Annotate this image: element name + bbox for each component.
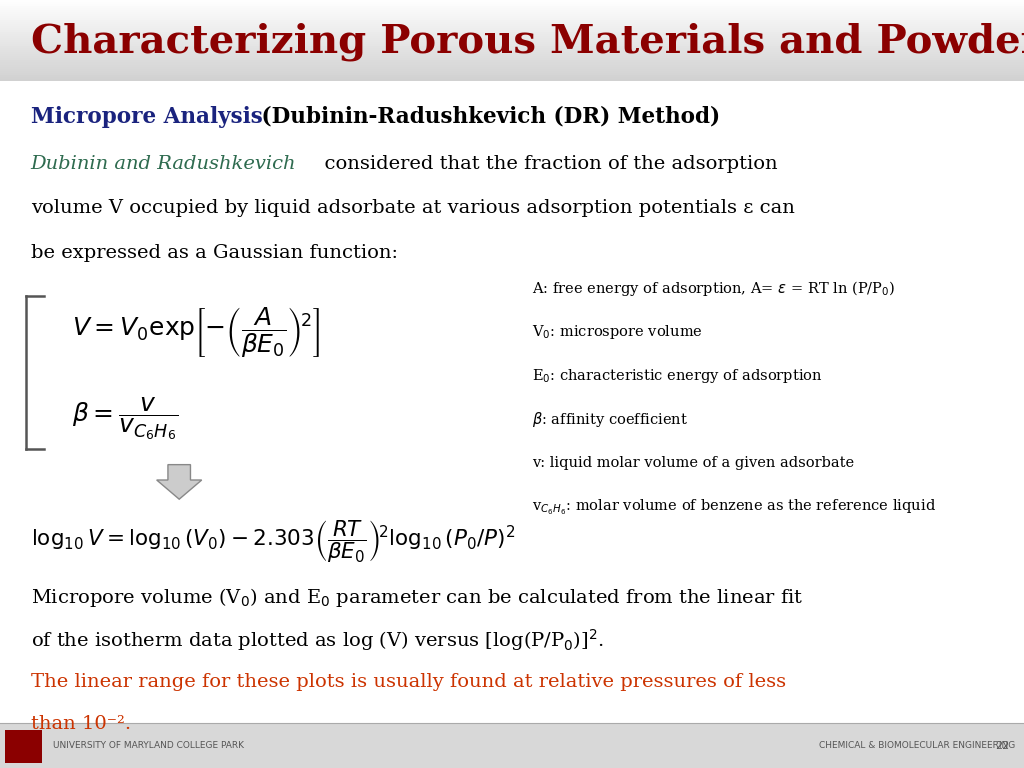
Text: $\beta$: affinity coefficient: $\beta$: affinity coefficient: [532, 410, 688, 429]
FancyArrow shape: [157, 465, 202, 499]
FancyBboxPatch shape: [0, 58, 1024, 61]
Text: V$_0$: microspore volume: V$_0$: microspore volume: [532, 323, 703, 341]
Text: v: liquid molar volume of a given adsorbate: v: liquid molar volume of a given adsorb…: [532, 456, 855, 470]
FancyBboxPatch shape: [0, 40, 1024, 42]
Text: Micropore Analysis: Micropore Analysis: [31, 106, 262, 127]
Text: Micropore volume (V$_0$) and E$_0$ parameter can be calculated from the linear f: Micropore volume (V$_0$) and E$_0$ param…: [31, 586, 803, 609]
FancyBboxPatch shape: [0, 28, 1024, 30]
FancyBboxPatch shape: [0, 29, 1024, 32]
Text: (Dubinin-Radushkevich (DR) Method): (Dubinin-Radushkevich (DR) Method): [254, 106, 720, 127]
FancyBboxPatch shape: [0, 9, 1024, 12]
FancyBboxPatch shape: [0, 64, 1024, 67]
FancyBboxPatch shape: [0, 72, 1024, 74]
FancyBboxPatch shape: [0, 0, 1024, 2]
FancyBboxPatch shape: [0, 12, 1024, 14]
Text: E$_0$: characteristic energy of adsorption: E$_0$: characteristic energy of adsorpti…: [532, 366, 823, 385]
FancyBboxPatch shape: [0, 44, 1024, 46]
Text: UNIVERSITY OF MARYLAND COLLEGE PARK: UNIVERSITY OF MARYLAND COLLEGE PARK: [53, 741, 245, 750]
FancyBboxPatch shape: [0, 34, 1024, 36]
Text: volume V occupied by liquid adsorbate at various adsorption potentials ε can: volume V occupied by liquid adsorbate at…: [31, 199, 795, 217]
FancyBboxPatch shape: [0, 78, 1024, 81]
FancyBboxPatch shape: [0, 51, 1024, 55]
FancyBboxPatch shape: [0, 31, 1024, 35]
FancyBboxPatch shape: [0, 54, 1024, 57]
FancyBboxPatch shape: [0, 76, 1024, 78]
Text: $\log_{10} V = \log_{10}(V_0) - 2.303\left(\dfrac{RT}{\beta E_0}\right)^{\!2} \l: $\log_{10} V = \log_{10}(V_0) - 2.303\le…: [31, 518, 515, 564]
Text: be expressed as a Gaussian function:: be expressed as a Gaussian function:: [31, 243, 397, 262]
FancyBboxPatch shape: [0, 68, 1024, 71]
Text: $\beta = \dfrac{v}{v_{C_6H_6}}$: $\beta = \dfrac{v}{v_{C_6H_6}}$: [72, 395, 178, 442]
FancyBboxPatch shape: [0, 25, 1024, 28]
FancyBboxPatch shape: [0, 50, 1024, 52]
Text: CHEMICAL & BIOMOLECULAR ENGINEERING: CHEMICAL & BIOMOLECULAR ENGINEERING: [819, 741, 1016, 750]
Text: 22: 22: [995, 740, 1010, 751]
FancyBboxPatch shape: [0, 70, 1024, 73]
FancyBboxPatch shape: [0, 723, 1024, 768]
FancyBboxPatch shape: [0, 38, 1024, 40]
FancyBboxPatch shape: [0, 3, 1024, 6]
FancyBboxPatch shape: [0, 66, 1024, 68]
FancyBboxPatch shape: [0, 74, 1024, 77]
FancyBboxPatch shape: [0, 13, 1024, 16]
FancyBboxPatch shape: [0, 35, 1024, 38]
Text: considered that the fraction of the adsorption: considered that the fraction of the adso…: [312, 154, 778, 173]
FancyBboxPatch shape: [0, 60, 1024, 62]
FancyBboxPatch shape: [5, 730, 42, 763]
Text: Characterizing Porous Materials and Powders: Characterizing Porous Materials and Powd…: [31, 23, 1024, 61]
Text: than 10⁻².: than 10⁻².: [31, 715, 131, 733]
FancyBboxPatch shape: [0, 45, 1024, 48]
FancyBboxPatch shape: [0, 2, 1024, 4]
FancyBboxPatch shape: [0, 61, 1024, 65]
FancyBboxPatch shape: [0, 48, 1024, 51]
FancyBboxPatch shape: [0, 22, 1024, 25]
FancyBboxPatch shape: [0, 15, 1024, 18]
Text: of the isotherm data plotted as log (V) versus [log(P/P$_0$)]$^2$.: of the isotherm data plotted as log (V) …: [31, 627, 603, 653]
FancyBboxPatch shape: [0, 56, 1024, 58]
FancyBboxPatch shape: [0, 5, 1024, 8]
FancyBboxPatch shape: [0, 8, 1024, 10]
Text: A: free energy of adsorption, A= $\varepsilon$ = RT ln (P/P$_0$): A: free energy of adsorption, A= $\varep…: [532, 279, 896, 297]
FancyBboxPatch shape: [0, 41, 1024, 45]
Text: $V = V_0 \exp\!\left[-\left(\dfrac{A}{\beta E_0}\right)^{\!2}\right]$: $V = V_0 \exp\!\left[-\left(\dfrac{A}{\b…: [72, 305, 319, 359]
Text: Dubinin and Radushkevich: Dubinin and Radushkevich: [31, 154, 296, 173]
Text: The linear range for these plots is usually found at relative pressures of less: The linear range for these plots is usua…: [31, 673, 785, 691]
FancyBboxPatch shape: [0, 18, 1024, 20]
FancyBboxPatch shape: [0, 23, 1024, 26]
Text: v$_{C_6H_6}$: molar volume of benzene as the reference liquid: v$_{C_6H_6}$: molar volume of benzene as…: [532, 497, 937, 517]
FancyBboxPatch shape: [0, 19, 1024, 22]
